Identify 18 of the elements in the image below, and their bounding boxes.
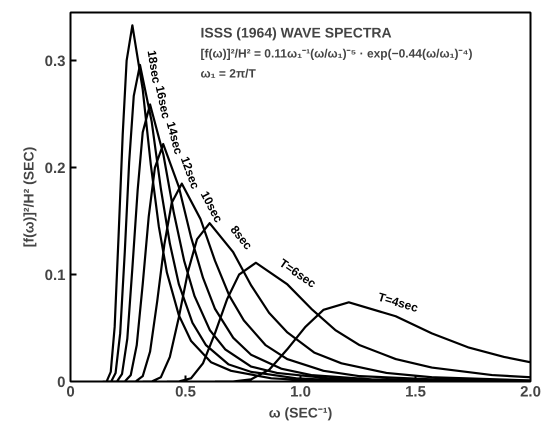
annotation: ω₁ = 2π/T (200, 66, 256, 80)
text: T=4sec (376, 290, 420, 316)
y-axis-title: [f(ω)]²/H² (SEC) (20, 146, 37, 248)
x-axis-title: ω (SEC⁻¹) (268, 404, 332, 420)
x-tick-label: 2.0 (520, 384, 541, 400)
text: 14sec (164, 120, 186, 156)
annotation: [f(ω)]²/H² = 0.11ω₁⁻¹(ω/ω₁)⁻⁵ · exp(−0.44(ω/ω₁)⁻⁴) (200, 46, 472, 60)
text: 18sec (144, 49, 164, 85)
x-tick-label: 1.0 (290, 384, 311, 400)
x-tick-label: 1.5 (405, 384, 426, 400)
x-tick-label: 0.5 (175, 384, 196, 400)
y-tick-label: 0.1 (44, 267, 66, 284)
text: 16sec (152, 84, 174, 120)
y-tick-label: 0.2 (44, 160, 66, 178)
text: ISSS (1964) WAVE SPECTRA (200, 24, 392, 40)
y-tick-label: 0.3 (44, 53, 66, 70)
text: 12sec (178, 154, 202, 192)
text: 10sec (198, 188, 226, 226)
